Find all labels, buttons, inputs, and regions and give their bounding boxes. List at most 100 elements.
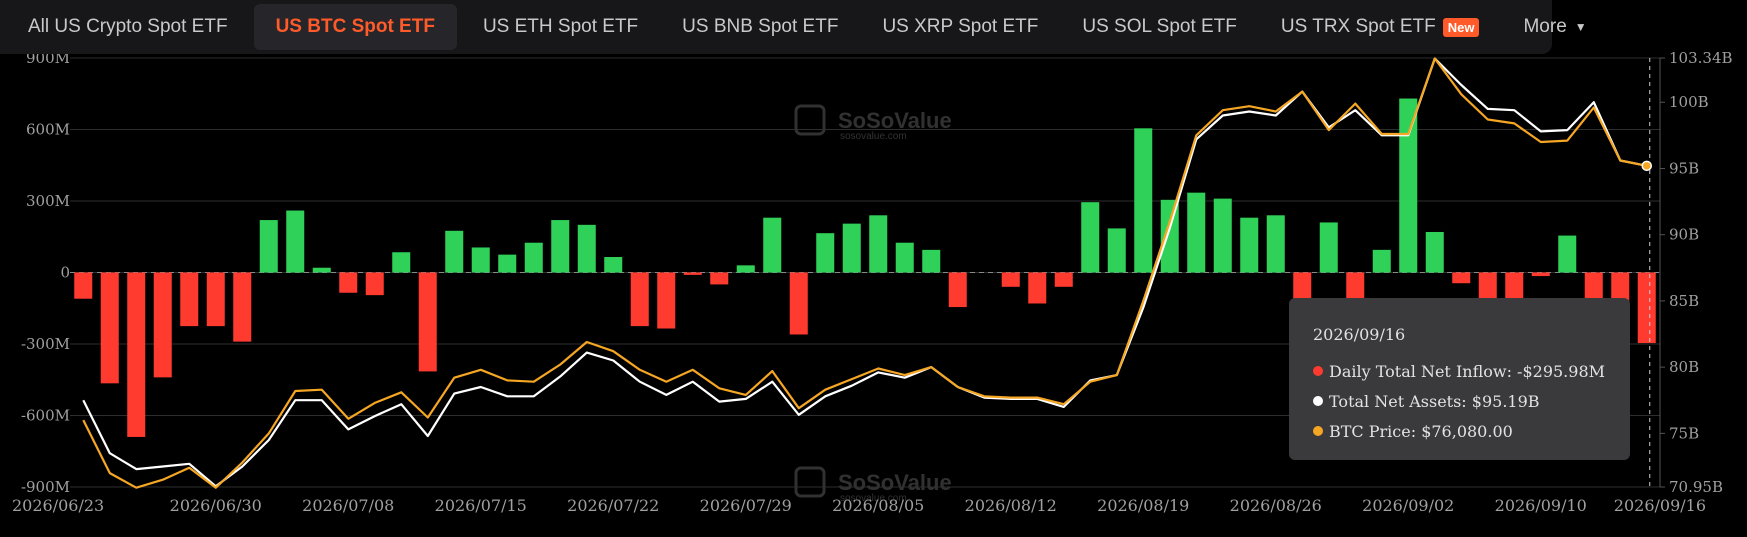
inflow-bar <box>127 272 146 437</box>
chart-tooltip: 2026/09/16 Daily Total Net Inflow: -$295… <box>1289 298 1630 460</box>
inflow-bar <box>1028 272 1047 304</box>
x-tick-label: 2026/08/26 <box>1230 496 1322 515</box>
y-right-tick-label: 100B <box>1669 93 1709 111</box>
tooltip-date: 2026/09/16 <box>1313 325 1406 344</box>
inflow-bar <box>259 220 278 273</box>
chevron-down-icon: ▼ <box>1574 20 1587 34</box>
x-tick-label: 2026/07/08 <box>302 496 394 515</box>
y-left-tick-label: -900M <box>21 478 70 496</box>
inflow-bar <box>789 272 808 335</box>
watermark-group: SoSoValuesosovalue.comSoSoValuesosovalue… <box>794 104 952 504</box>
new-badge: New <box>1442 17 1480 37</box>
more-label: More <box>1523 16 1567 37</box>
hover-indicator <box>1641 58 1652 487</box>
tab-us-sol-spot-etf[interactable]: US SOL Spot ETF <box>1060 4 1259 50</box>
watermark-url: sosovalue.com <box>840 131 907 142</box>
tab-us-btc-spot-etf[interactable]: US BTC Spot ETF <box>253 4 457 50</box>
inflow-bar <box>180 272 199 327</box>
x-tick-label: 2026/07/29 <box>700 496 792 515</box>
inflow-bar <box>1584 272 1603 306</box>
inflow-bar <box>1531 272 1550 277</box>
inflow-bar <box>365 272 384 296</box>
y-right-tick-label: 95B <box>1669 159 1699 177</box>
x-tick-label: 2026/08/19 <box>1097 496 1189 515</box>
inflow-bar <box>312 267 331 273</box>
inflow-bar <box>816 233 835 273</box>
more-dropdown[interactable]: More ▼ <box>1501 4 1608 50</box>
inflow-bar <box>206 272 225 327</box>
tab-us-eth-spot-etf[interactable]: US ETH Spot ETF <box>461 4 660 50</box>
x-tick-label: 2026/07/22 <box>567 496 659 515</box>
x-tick-label: 2026/09/10 <box>1495 496 1587 515</box>
inflow-bar <box>604 257 623 273</box>
inflow-bar <box>1160 199 1179 273</box>
inflow-bar <box>1293 272 1312 299</box>
inflow-bar <box>736 265 755 273</box>
tooltip-assets-text: Total Net Assets: $95.19B <box>1329 391 1540 411</box>
inflow-bar <box>1134 128 1153 273</box>
watermark-name: SoSoValue <box>838 470 952 495</box>
inflow-bar <box>1240 217 1259 273</box>
inflow-bar <box>392 252 411 273</box>
y-right-tick-label: 75B <box>1669 424 1699 442</box>
inflow-bar <box>498 254 517 273</box>
y-left-tick-label: 300M <box>26 192 70 210</box>
y-axis-right: 103.34B 100B 95B 90B 85B 80B 75B 70.95B <box>1659 49 1733 496</box>
inflow-bar <box>74 272 93 299</box>
tab-us-xrp-spot-etf[interactable]: US XRP Spot ETF <box>860 4 1060 50</box>
tooltip-row-assets: Total Net Assets: $95.19B <box>1313 386 1630 416</box>
inflow-bar <box>1081 202 1100 273</box>
watermark-url: sosovalue.com <box>840 493 907 504</box>
y-left-tick-label: 0 <box>60 264 70 282</box>
x-tick-label: 2026/08/05 <box>832 496 924 515</box>
hover-point <box>1641 160 1652 172</box>
watermark-name: SoSoValue <box>838 108 952 133</box>
tab-all-us-crypto-spot-etf[interactable]: All US Crypto Spot ETF <box>6 4 250 50</box>
inflow-bar <box>1213 198 1232 273</box>
inflow-bar <box>1399 98 1418 273</box>
inflow-bar <box>471 247 490 273</box>
tooltip-price-text: BTC Price: $76,080.00 <box>1329 421 1513 441</box>
tab-label: All US Crypto Spot ETF <box>28 16 228 37</box>
inflow-bar <box>763 217 782 273</box>
inflow-bar <box>100 272 119 384</box>
inflow-bar <box>233 272 252 342</box>
inflow-bar <box>922 249 941 273</box>
inflow-bar <box>1107 228 1126 273</box>
inflow-bar <box>895 242 914 273</box>
inflow-bar <box>1637 272 1656 344</box>
y-right-tick-label: 103.34B <box>1669 49 1733 67</box>
inflow-bar <box>286 210 305 273</box>
grid-lines <box>70 57 1660 488</box>
inflow-bar <box>1187 192 1206 273</box>
x-tick-label: 2026/09/16 <box>1614 496 1706 515</box>
inflow-bar <box>153 272 172 378</box>
tab-label: US SOL Spot ETF <box>1082 16 1237 37</box>
tab-us-bnb-spot-etf[interactable]: US BNB Spot ETF <box>660 4 860 50</box>
inflow-bars <box>74 98 1656 437</box>
tab-us-trx-spot-etf[interactable]: US TRX Spot ETF New <box>1259 4 1502 50</box>
inflow-bar <box>1372 249 1391 273</box>
tab-label: US BTC Spot ETF <box>275 16 435 37</box>
total-net-assets-line <box>82 57 1648 488</box>
inflow-bar <box>657 272 676 329</box>
x-tick-label: 2026/06/30 <box>170 496 262 515</box>
inflow-bar <box>842 223 861 273</box>
inflow-bar <box>1319 222 1338 273</box>
y-right-tick-label: 80B <box>1669 358 1699 376</box>
sosovalue-logo-icon <box>794 104 826 136</box>
inflow-bar <box>1001 272 1020 287</box>
inflow-bar <box>630 272 649 327</box>
x-tick-label: 2026/07/15 <box>435 496 527 515</box>
inflow-bar <box>445 230 464 273</box>
etf-tab-bar: All US Crypto Spot ETF US BTC Spot ETF U… <box>0 0 1587 54</box>
inflow-bar <box>1054 272 1073 287</box>
inflow-bar <box>577 224 596 273</box>
y-right-tick-label: 85B <box>1669 292 1699 310</box>
inflow-bar <box>1505 272 1524 302</box>
inflow-bar <box>1346 272 1365 299</box>
